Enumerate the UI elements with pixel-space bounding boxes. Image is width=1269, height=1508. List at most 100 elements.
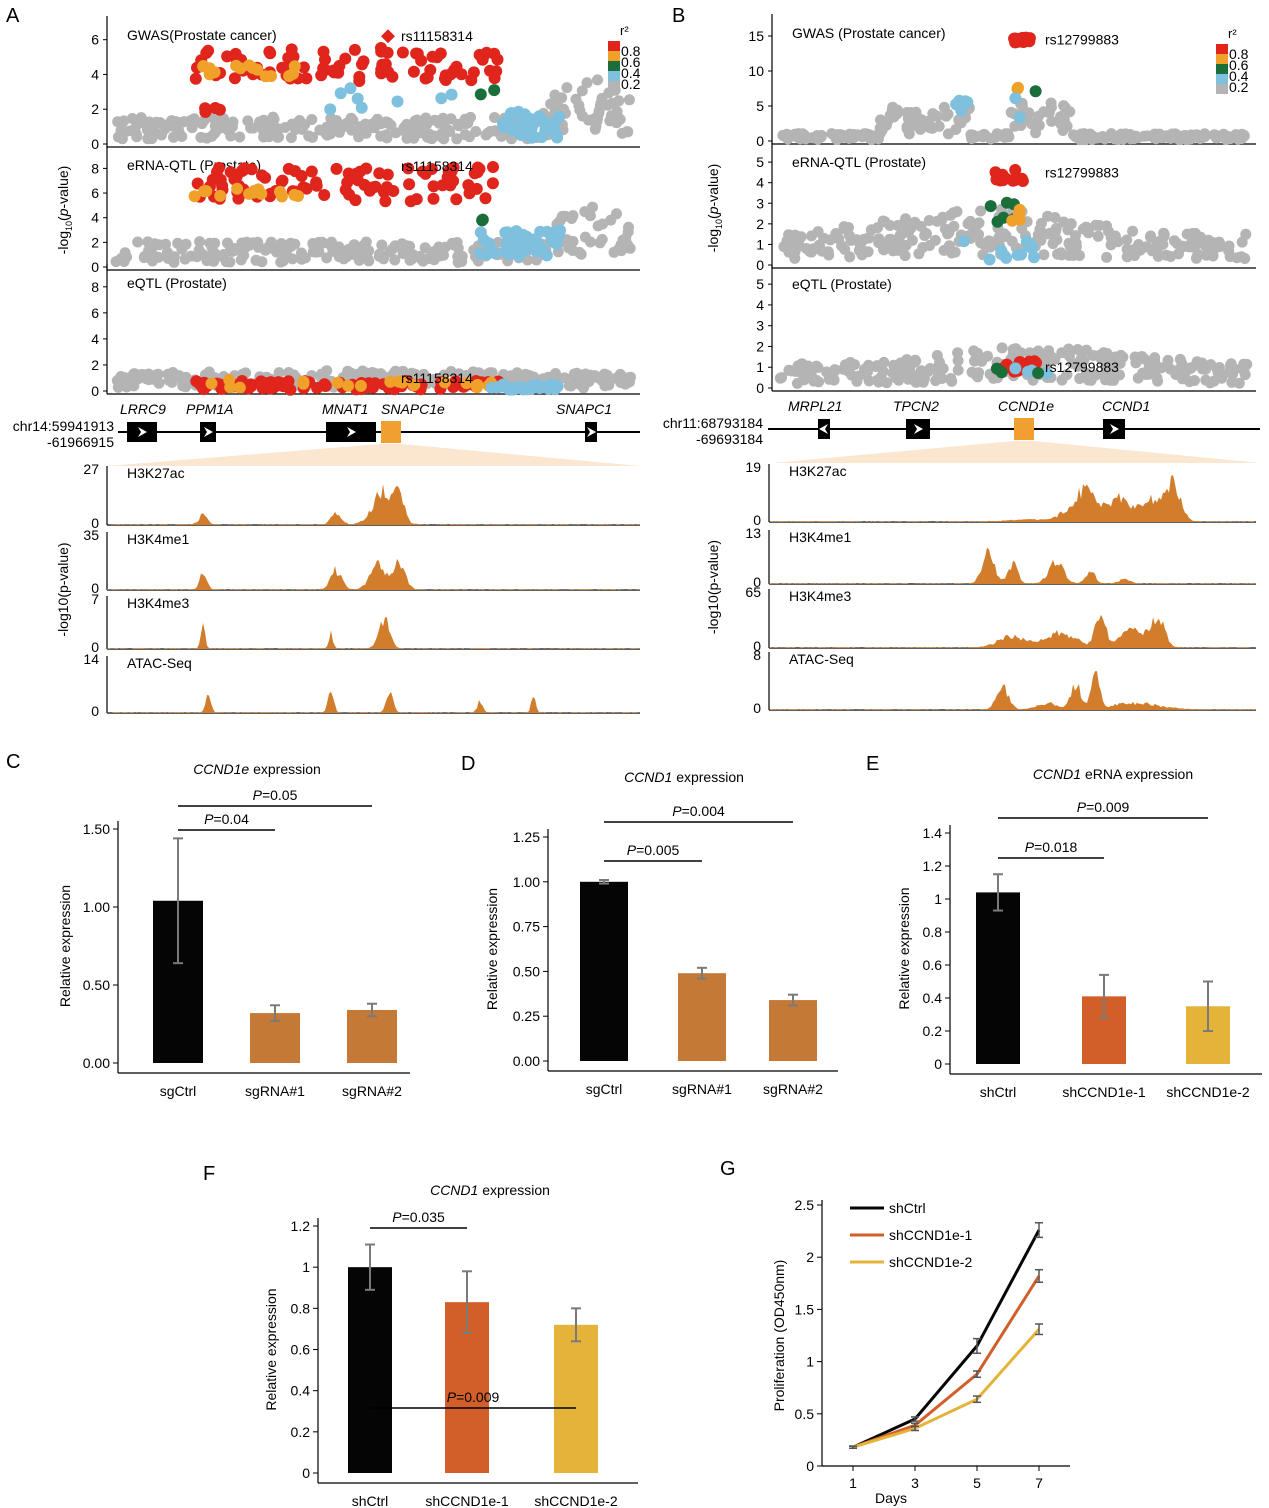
epigenome-y-title: -log10(p-value): [705, 540, 721, 634]
snp-point-ld: [203, 68, 216, 81]
x-tick-label: sgCtrl: [160, 1083, 197, 1099]
y-tick-label: 0.50: [83, 977, 110, 993]
ld-legend-swatch: [608, 81, 620, 91]
snp-point: [1056, 110, 1068, 122]
snp-point-ld: [1012, 35, 1025, 48]
track-ymax: 65: [745, 584, 761, 600]
snp-point-ld: [510, 225, 523, 238]
snp-point: [321, 252, 333, 264]
y-tick-label: 1: [756, 359, 764, 375]
snp-point: [900, 240, 912, 251]
track-ymax: 7: [91, 591, 99, 607]
snp-point: [389, 240, 401, 252]
y-axis-title: Proliferation (OD450nm): [771, 1260, 787, 1412]
ld-legend-swatch: [1216, 54, 1228, 64]
track-ymax: 35: [83, 527, 99, 543]
snp-point-ld: [419, 167, 432, 180]
snp-point-ld: [376, 58, 389, 71]
snp-point: [982, 350, 993, 362]
snp-point-ld: [310, 176, 323, 189]
y-tick-label: 15: [748, 28, 764, 44]
snp-point: [777, 129, 789, 141]
snp-point: [155, 129, 167, 141]
track-name: H3K4me1: [789, 529, 851, 545]
enhancer-element: [381, 421, 401, 443]
snp-point: [978, 238, 990, 250]
snp-point-ld: [491, 53, 504, 66]
snp-point-ld: [287, 50, 300, 63]
snp-point: [623, 94, 635, 106]
snp-point: [622, 226, 634, 238]
y-tick-label: 0: [756, 133, 764, 149]
snp-point: [385, 119, 397, 131]
track-title: eQTL (Prostate): [127, 275, 227, 291]
signal-track: [107, 617, 640, 649]
snp-point: [606, 97, 618, 109]
snp-point: [866, 133, 878, 145]
snp-point: [878, 243, 889, 255]
snp-point: [584, 210, 596, 222]
snp-point-ld: [470, 182, 483, 195]
ylab-sub: 10: [64, 221, 74, 231]
snp-point: [1204, 377, 1216, 389]
snp-point: [1238, 358, 1250, 370]
track-ymin: 0: [91, 639, 99, 655]
ld-legend-label: 0.2: [621, 76, 641, 92]
snp-point-ld: [1011, 248, 1024, 261]
snp-point: [1070, 230, 1081, 242]
snp-point-ld: [1032, 367, 1045, 379]
snp-point: [887, 103, 898, 115]
snp-point: [614, 113, 626, 125]
snp-point: [1033, 110, 1044, 122]
ld-legend-label: 0.2: [1229, 79, 1249, 95]
snp-point: [359, 118, 371, 130]
snp-point: [1077, 223, 1089, 235]
ld-legend-label: 0.6: [1229, 57, 1249, 73]
snp-point-ld: [292, 190, 304, 202]
snp-point: [1239, 369, 1251, 381]
snp-point-ld: [1029, 85, 1042, 98]
snp-point-ld: [297, 61, 310, 74]
snp-point: [1000, 128, 1011, 140]
snp-point: [611, 208, 622, 220]
snp-point: [1038, 249, 1050, 261]
y-tick-label: 0.6: [923, 957, 943, 973]
y-tick-label: 4: [756, 297, 764, 313]
snp-point: [258, 131, 270, 143]
y-tick-label: 5: [756, 276, 764, 292]
track-B-0: 0 5 10 15 GWAS (Prostate cancer) rs12799883: [748, 14, 1256, 149]
snp-point: [419, 242, 431, 254]
snp-point: [130, 128, 142, 140]
lead-snp-label: rs12799883: [1045, 32, 1119, 48]
snp-point: [1045, 97, 1057, 109]
snp-point: [511, 367, 523, 379]
snp-point-ld: [245, 380, 257, 393]
snp-point-ld: [341, 176, 354, 189]
snp-point-ld: [318, 189, 331, 201]
track-name: H3K4me3: [127, 595, 189, 611]
snp-point-ld: [427, 192, 440, 205]
track-name: ATAC-Seq: [127, 655, 192, 671]
snp-point-ld: [188, 190, 201, 203]
snp-point: [603, 379, 615, 391]
ylab-part: p: [705, 206, 721, 215]
y-tick-label: 0: [756, 380, 764, 396]
snp-point: [573, 99, 585, 111]
panel-letter-C: C: [6, 751, 20, 773]
snp-point: [1092, 230, 1104, 242]
snp-point: [238, 249, 250, 261]
snp-point: [265, 236, 277, 248]
snp-point: [1123, 247, 1135, 259]
track-B-1: 0 1 2 3 4 5 eRNA-QTL (Prostate) rs12799883: [756, 143, 1256, 273]
snp-point: [942, 128, 954, 140]
ld-legend-swatch: [1216, 74, 1228, 84]
y-axis-title: Relative expression: [263, 1288, 279, 1410]
snp-point: [1191, 356, 1203, 368]
snp-point-ld: [476, 213, 489, 226]
snp-point: [245, 122, 257, 134]
snp-point: [931, 215, 943, 227]
snp-point: [142, 133, 154, 145]
snp-point-ld: [486, 177, 499, 190]
snp-point-ld: [501, 234, 514, 247]
gene-track: chr11:68793184-69693184 MRPL21 TPCN2 CCND1e…: [663, 398, 1260, 463]
